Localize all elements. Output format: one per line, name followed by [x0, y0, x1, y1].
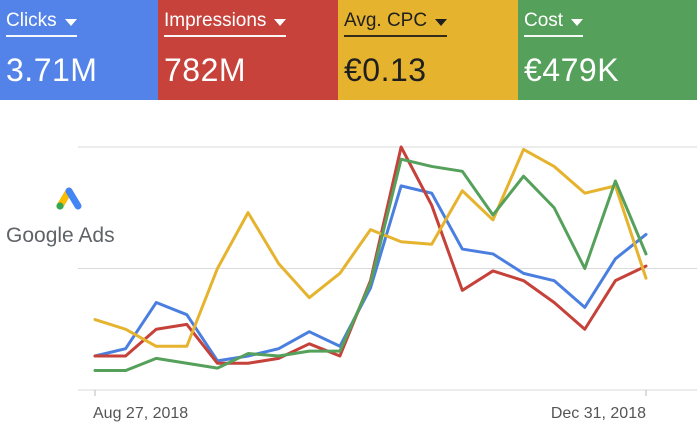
caret-down-icon — [274, 18, 287, 26]
chart-series — [93, 145, 648, 373]
google-ads-wordmark: Google Ads — [6, 224, 115, 247]
caret-down-icon — [64, 18, 77, 26]
metric-value: 782M — [164, 52, 247, 88]
metric-label: Cost — [524, 10, 564, 31]
x-tick-label-1: Dec 31, 2018 — [551, 405, 646, 422]
metric-label: Impressions — [164, 10, 267, 31]
series-line-2[interactable] — [93, 147, 648, 348]
metric-value: 3.71M — [6, 52, 98, 88]
x-tick-label-0: Aug 27, 2018 — [93, 405, 188, 422]
metric-value: €0.13 — [344, 52, 427, 88]
metric-selector-clicks[interactable]: Clicks — [6, 10, 77, 37]
metric-selector-avg-cpc[interactable]: Avg. CPC — [344, 10, 448, 37]
metric-label: Avg. CPC — [344, 10, 428, 31]
caret-down-icon — [571, 18, 584, 26]
performance-line-chart: Aug 27, 2018 Dec 31, 2018 — [78, 145, 697, 422]
series-line-0[interactable] — [93, 184, 648, 363]
metric-selector-cost[interactable]: Cost — [524, 10, 584, 37]
series-line-3[interactable] — [93, 157, 648, 373]
metric-cards: Clicks 3.71M Impressions 782M Avg. CPC €… — [0, 0, 697, 100]
chart-gridlines — [78, 146, 697, 391]
chart-x-axis: Aug 27, 2018 Dec 31, 2018 — [93, 390, 647, 422]
series-line-1[interactable] — [93, 145, 648, 365]
google-ads-icon — [56, 187, 82, 210]
metric-card-avg-cpc[interactable]: Avg. CPC €0.13 — [338, 0, 518, 100]
google-ads-logo: Google Ads — [6, 186, 126, 256]
caret-down-icon — [435, 18, 448, 26]
metric-label: Clicks — [6, 10, 57, 31]
metric-card-cost[interactable]: Cost €479K — [518, 0, 697, 100]
metric-selector-impressions[interactable]: Impressions — [164, 10, 287, 37]
metric-card-impressions[interactable]: Impressions 782M — [158, 0, 338, 100]
metric-value: €479K — [524, 52, 620, 88]
metric-card-clicks[interactable]: Clicks 3.71M — [0, 0, 158, 100]
